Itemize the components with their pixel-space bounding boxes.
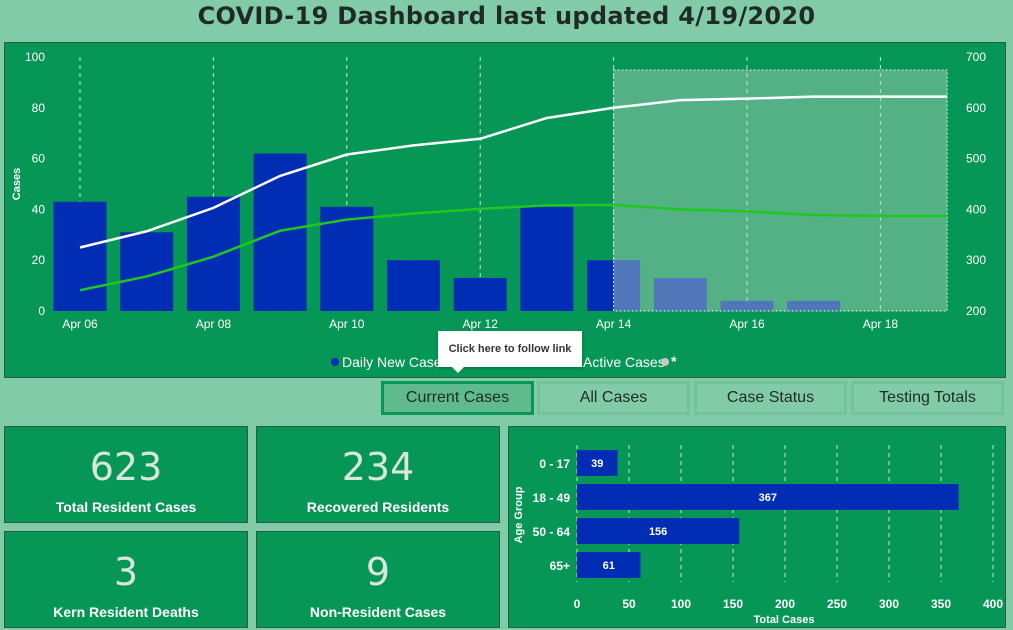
daily-new-cases-bar bbox=[53, 201, 107, 311]
current-cases-button[interactable]: Current Cases bbox=[381, 381, 534, 415]
legend-label-star: * bbox=[671, 353, 677, 369]
daily-new-cases-bar bbox=[520, 206, 574, 311]
y-tick-label: 20 bbox=[32, 253, 46, 267]
y-tick-label: 0 bbox=[38, 304, 45, 318]
card-value: 3 bbox=[113, 550, 139, 594]
daily-cases-chart-panel bbox=[4, 42, 1006, 378]
daily-new-cases-bar bbox=[653, 277, 707, 311]
age-group-chart-panel bbox=[508, 426, 1006, 628]
y2-tick-label: 700 bbox=[966, 50, 986, 64]
total-cases-line bbox=[79, 95, 948, 249]
y2-tick-label: 300 bbox=[966, 253, 986, 267]
y-tick-label: 100 bbox=[25, 50, 45, 64]
daily-new-cases-bar bbox=[453, 277, 507, 311]
x-tick-label: Apr 14 bbox=[596, 317, 632, 331]
y-tick-label: 80 bbox=[32, 101, 46, 115]
legend-label-active-cases: Active Cases bbox=[583, 354, 665, 370]
link-tooltip: Click here to follow link bbox=[438, 331, 582, 373]
card-value: 623 bbox=[89, 445, 163, 489]
x-tick-label: Apr 08 bbox=[196, 317, 232, 331]
x-tick-label: Apr 06 bbox=[62, 317, 98, 331]
x-tick-label: Apr 10 bbox=[329, 317, 365, 331]
x-tick-label: Apr 18 bbox=[863, 317, 899, 331]
y-tick-label: 40 bbox=[32, 202, 46, 216]
y2-tick-label: 200 bbox=[966, 304, 986, 318]
y2-tick-label: 500 bbox=[966, 152, 986, 166]
card-value: 9 bbox=[365, 550, 391, 594]
testing-totals-button[interactable]: Testing Totals bbox=[851, 381, 1004, 415]
daily-new-cases-bar bbox=[253, 153, 307, 311]
x-tick-label: Apr 16 bbox=[729, 317, 765, 331]
daily-new-cases-bar bbox=[787, 300, 841, 311]
card-label: Total Resident Cases bbox=[55, 499, 197, 515]
active-cases-line bbox=[79, 203, 948, 292]
case-status-button[interactable]: Case Status bbox=[694, 381, 847, 415]
y-axis-title: Cases bbox=[11, 168, 23, 200]
total-resident-cases-card: 623 Total Resident Cases bbox=[4, 426, 248, 523]
card-label: Non-Resident Cases bbox=[309, 604, 447, 620]
y-tick-label: 60 bbox=[32, 152, 46, 166]
legend-marker-daily-new-cases bbox=[331, 358, 339, 366]
y2-tick-label: 400 bbox=[966, 202, 986, 216]
x-tick-label: Apr 12 bbox=[463, 317, 499, 331]
card-label: Kern Resident Deaths bbox=[53, 604, 199, 620]
legend-label-daily-new-cases: Daily New Cases bbox=[342, 354, 449, 370]
daily-new-cases-bar bbox=[720, 300, 774, 311]
daily-new-cases-bar bbox=[186, 196, 240, 311]
non-resident-cases-card: 9 Non-Resident Cases bbox=[256, 531, 500, 628]
daily-new-cases-bar bbox=[387, 260, 440, 311]
daily-new-cases-bar bbox=[320, 206, 374, 311]
all-cases-button[interactable]: All Cases bbox=[537, 381, 690, 415]
kern-resident-deaths-card: 3 Kern Resident Deaths bbox=[4, 531, 248, 628]
card-value: 234 bbox=[341, 445, 415, 489]
daily-cases-chart: Apr 06 Apr 08 Apr 10 Apr 12 Apr 14 Apr 16 Apr … bbox=[11, 50, 986, 370]
legend-marker-star bbox=[661, 358, 669, 366]
recovered-residents-card: 234 Recovered Residents bbox=[256, 426, 500, 523]
forecast-highlight-region bbox=[613, 69, 948, 312]
y2-tick-label: 600 bbox=[966, 101, 986, 115]
card-label: Recovered Residents bbox=[306, 499, 450, 515]
dashboard-title: COVID-19 Dashboard last updated 4/19/202… bbox=[197, 2, 816, 30]
